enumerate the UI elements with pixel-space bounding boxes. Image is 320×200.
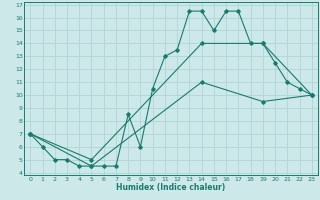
X-axis label: Humidex (Indice chaleur): Humidex (Indice chaleur) [116, 183, 226, 192]
